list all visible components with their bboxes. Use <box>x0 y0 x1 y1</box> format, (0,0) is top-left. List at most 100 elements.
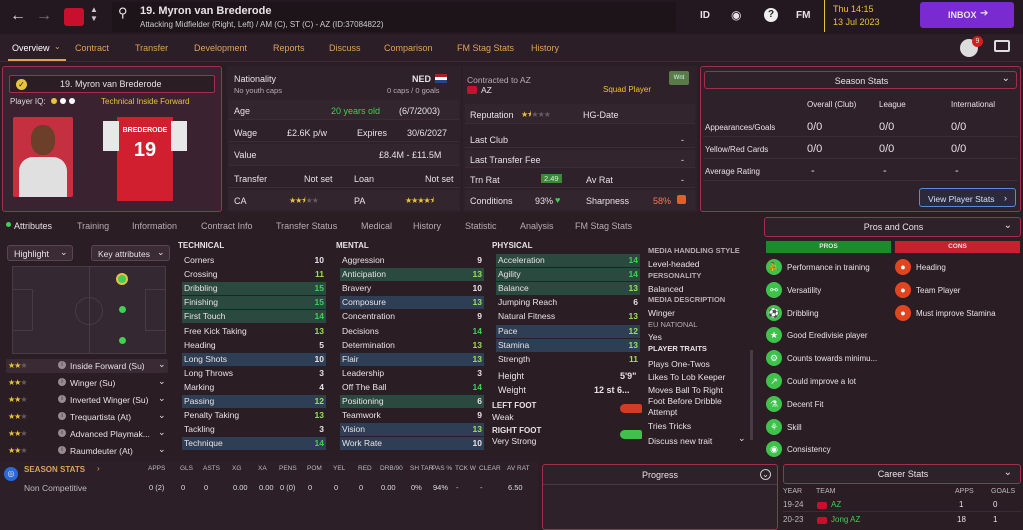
attribute-row[interactable]: Leadership 3 <box>340 367 484 380</box>
attribute-row[interactable]: Technique 14 <box>182 437 326 451</box>
subtab-analysis[interactable]: Analysis <box>520 221 554 231</box>
con-item[interactable]: ● Heading <box>893 258 1021 278</box>
stats-col-header[interactable]: AV RAT <box>507 465 530 472</box>
fm-button[interactable]: FM <box>796 10 811 21</box>
role-row[interactable]: ★★★ i Raumdeuter (At) ⌄ <box>8 444 166 456</box>
subtab-medical[interactable]: Medical <box>361 221 393 231</box>
pro-item[interactable]: ⛹ Performance in training <box>764 258 892 278</box>
globe-icon[interactable]: ◉ <box>731 8 742 22</box>
pro-item[interactable]: ⚙ Counts towards minimu... <box>764 349 892 369</box>
subtab-history[interactable]: History <box>413 221 442 231</box>
tab-history[interactable]: History <box>531 43 560 53</box>
season-stats-header[interactable]: Season Stats ⌄ <box>704 71 1017 89</box>
pro-item[interactable]: ↗ Could improve a lot <box>764 372 892 392</box>
attribute-row[interactable]: Long Throws 3 <box>182 367 326 380</box>
attribute-row[interactable]: Heading 5 <box>182 339 326 352</box>
search-icon[interactable]: ⚲ <box>118 5 128 20</box>
attribute-row[interactable]: Dribbling 15 <box>182 282 326 296</box>
chevron-down-icon[interactable]: ⌄ <box>158 410 166 420</box>
attribute-row[interactable]: Decisions 14 <box>340 325 484 338</box>
attribute-row[interactable]: Anticipation 13 <box>340 268 484 282</box>
chevron-down-icon[interactable]: ⌄ <box>158 376 166 386</box>
attribute-row[interactable]: Acceleration 14 <box>496 254 640 267</box>
chevron-down-icon[interactable]: ⌄ <box>1003 220 1012 231</box>
career-team[interactable]: Jong AZ <box>831 515 861 524</box>
search-box[interactable]: ⚲ 19. Myron van Brederode Attacking Midf… <box>112 2 676 32</box>
chevron-down-icon[interactable]: ⌄ <box>738 433 746 443</box>
attribute-row[interactable]: Work Rate 10 <box>340 437 484 451</box>
season-stats-link[interactable]: SEASON STATS <box>24 465 86 474</box>
chevron-down-icon[interactable]: ⌄ <box>1003 467 1012 478</box>
attribute-row[interactable]: Strength 11 <box>496 353 640 366</box>
role-row[interactable]: ★★★ i Winger (Su) ⌄ <box>8 376 166 388</box>
pro-item[interactable]: ⚘ Skill <box>764 418 892 438</box>
career-stats-header[interactable]: Career Stats ⌄ <box>783 464 1021 484</box>
career-team[interactable]: AZ <box>831 500 842 509</box>
stats-col-header[interactable]: XG <box>232 465 242 472</box>
subtab-fm-stag-stats[interactable]: FM Stag Stats <box>575 221 633 231</box>
attribute-row[interactable]: Positioning 6 <box>340 395 484 408</box>
pro-item[interactable]: ⚯ Versatility <box>764 281 892 301</box>
chevron-down-icon[interactable]: ⌄ <box>158 427 166 437</box>
pro-item[interactable]: ◉ Consistency <box>764 440 892 460</box>
subtab-training[interactable]: Training <box>77 221 110 231</box>
chevron-up-down-icon[interactable]: ▲ ▼ <box>90 5 98 23</box>
stats-col-header[interactable]: POM <box>307 465 322 472</box>
view-player-stats-button[interactable]: View Player Stats › <box>919 188 1016 207</box>
chevron-down-icon[interactable]: ⌄ <box>760 469 771 480</box>
stats-col-header[interactable]: ASTS <box>203 465 220 472</box>
attribute-row[interactable]: Crossing 11 <box>182 268 326 281</box>
back-arrow-icon[interactable]: ← <box>10 7 26 24</box>
stats-col-header[interactable]: XA <box>258 465 267 472</box>
tab-comparison[interactable]: Comparison <box>384 43 433 53</box>
attribute-row[interactable]: Flair 13 <box>340 352 484 366</box>
attribute-row[interactable]: Concentration 9 <box>340 310 484 323</box>
attribute-row[interactable]: Balance 13 <box>496 282 640 296</box>
attribute-row[interactable]: Composure 13 <box>340 296 484 310</box>
stats-col-header[interactable]: GLS <box>180 465 194 472</box>
stats-col-header[interactable]: APPS <box>148 465 166 472</box>
chevron-down-icon[interactable]: ⌄ <box>158 359 166 369</box>
progress-header[interactable]: Progress ⌄ <box>543 465 777 485</box>
attribute-row[interactable]: Off The Ball 14 <box>340 381 484 394</box>
id-button[interactable]: ID <box>700 10 710 21</box>
tab-contract[interactable]: Contract <box>75 43 110 53</box>
pro-item[interactable]: ⚽ Dribbling <box>764 304 892 324</box>
stats-col-header[interactable]: DRB/90 <box>380 465 403 472</box>
chevron-down-icon[interactable]: ⌄ <box>158 444 166 454</box>
attribute-row[interactable]: Agility 14 <box>496 268 640 282</box>
subtab-statistic[interactable]: Statistic <box>465 221 497 231</box>
chevron-down-icon[interactable]: ⌄ <box>158 393 166 403</box>
attribute-row[interactable]: Pace 12 <box>496 324 640 338</box>
stats-col-header[interactable]: YEL <box>333 465 346 472</box>
tab-reports[interactable]: Reports <box>273 43 305 53</box>
attribute-row[interactable]: Passing 12 <box>182 395 326 408</box>
tab-fm-stag-stats[interactable]: FM Stag Stats <box>457 43 515 53</box>
stats-col-header[interactable]: CLEAR <box>479 465 501 472</box>
role-row[interactable]: ★★★ i Inverted Winger (Su) ⌄ <box>8 393 166 405</box>
stats-col-header[interactable]: PAS % <box>432 465 453 472</box>
attribute-row[interactable]: Stamina 13 <box>496 338 640 352</box>
attribute-row[interactable]: Natural Fitness 13 <box>496 310 640 323</box>
attribute-row[interactable]: Teamwork 9 <box>340 409 484 422</box>
role-row[interactable]: ★★★ i Inside Forward (Su) ⌄ <box>6 359 168 373</box>
club-badge-icon[interactable] <box>64 8 84 26</box>
attribute-row[interactable]: Vision 13 <box>340 423 484 437</box>
con-item[interactable]: ● Must improve Stamina <box>893 304 1021 324</box>
chevron-down-icon[interactable]: ⌄ <box>1001 73 1010 84</box>
forward-arrow-icon[interactable]: → <box>36 7 52 24</box>
key-attributes-dropdown[interactable]: Key attributes ⌄ <box>91 245 170 261</box>
pro-item[interactable]: ★ Good Eredivisie player <box>764 326 892 346</box>
subtab-information[interactable]: Information <box>132 221 178 231</box>
subtab-transfer-status[interactable]: Transfer Status <box>276 221 338 231</box>
attribute-row[interactable]: Jumping Reach 6 <box>496 296 640 309</box>
pros-cons-header[interactable]: Pros and Cons ⌄ <box>764 217 1021 237</box>
attribute-row[interactable]: First Touch 14 <box>182 310 326 324</box>
subtab-contract-info[interactable]: Contract Info <box>201 221 253 231</box>
tab-overview[interactable]: Overview <box>12 43 50 53</box>
tab-discuss[interactable]: Discuss <box>329 43 361 53</box>
stats-col-header[interactable]: PENS <box>279 465 297 472</box>
attribute-row[interactable]: Penalty Taking 13 <box>182 409 326 422</box>
con-item[interactable]: ● Team Player <box>893 281 1021 301</box>
attribute-row[interactable]: Corners 10 <box>182 254 326 267</box>
